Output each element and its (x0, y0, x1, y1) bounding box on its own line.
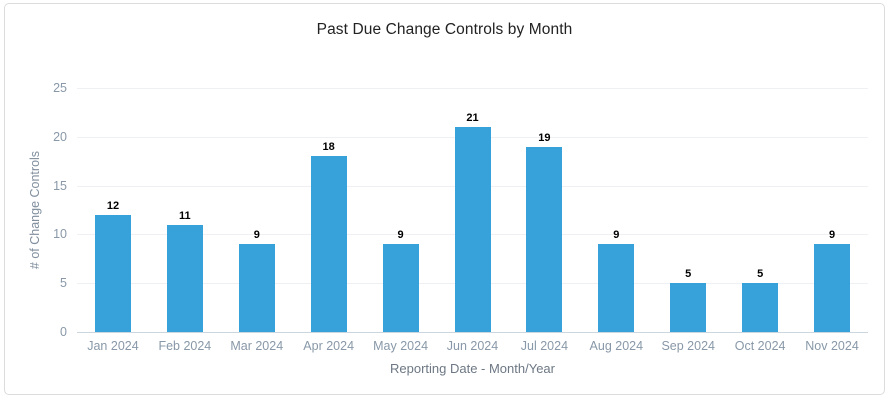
bar-value-label: 5 (757, 268, 764, 281)
bar-value-label: 5 (685, 268, 692, 281)
x-tick-label: Jul 2024 (520, 339, 569, 353)
bar-jun-2024[interactable] (454, 127, 491, 332)
x-tick-label: Feb 2024 (158, 339, 212, 353)
bar-value-label: 12 (106, 199, 120, 212)
x-tick-label: Sep 2024 (661, 339, 715, 353)
bar-oct-2024[interactable] (742, 283, 779, 332)
x-tick-label: Apr 2024 (303, 339, 355, 353)
x-axis-line (77, 332, 868, 333)
y-tick-label: 0 (60, 325, 67, 339)
chart-title: Past Due Change Controls by Month (316, 21, 573, 38)
bar-value-label: 21 (466, 112, 479, 125)
gridline (77, 88, 868, 89)
bar-sep-2024[interactable] (670, 283, 707, 332)
bar-aug-2024[interactable] (598, 244, 635, 332)
plot-area: # of Change Controls Reporting Date - Mo… (28, 81, 868, 376)
bar-mar-2024[interactable] (238, 244, 275, 332)
bar-value-label: 19 (538, 131, 551, 144)
bar-value-label: 9 (253, 229, 260, 242)
bar-value-label: 9 (828, 229, 836, 242)
x-tick-label: Jun 2024 (446, 339, 499, 353)
x-tick-label: Aug 2024 (589, 339, 644, 353)
x-tick-label: Jan 2024 (87, 339, 139, 353)
y-tick-label: 10 (53, 227, 67, 242)
bar-value-label: 11 (179, 209, 191, 222)
chart-card (4, 3, 885, 395)
bar-may-2024[interactable] (382, 244, 419, 332)
bar-value-label: 9 (397, 229, 404, 242)
y-axis-title: # of Change Controls (28, 150, 42, 270)
x-axis-title: Reporting Date - Month/Year (389, 361, 555, 376)
y-tick-label: 25 (53, 81, 67, 95)
y-tick-label: 15 (53, 178, 67, 193)
x-tick-label: Nov 2024 (805, 339, 859, 353)
y-tick-label: 20 (53, 129, 67, 144)
y-tick-label: 5 (60, 276, 67, 291)
x-tick-label: Mar 2024 (230, 339, 284, 353)
bar-jul-2024[interactable] (526, 146, 563, 332)
bar-apr-2024[interactable] (310, 156, 347, 332)
bar-jan-2024[interactable] (94, 214, 131, 332)
x-tick-label: Oct 2024 (734, 339, 786, 353)
bar-value-label: 9 (613, 229, 620, 242)
bar-feb-2024[interactable] (166, 224, 203, 332)
bar-nov-2024[interactable] (814, 244, 851, 332)
bar-value-label: 18 (322, 141, 335, 154)
x-tick-label: May 2024 (373, 339, 429, 353)
